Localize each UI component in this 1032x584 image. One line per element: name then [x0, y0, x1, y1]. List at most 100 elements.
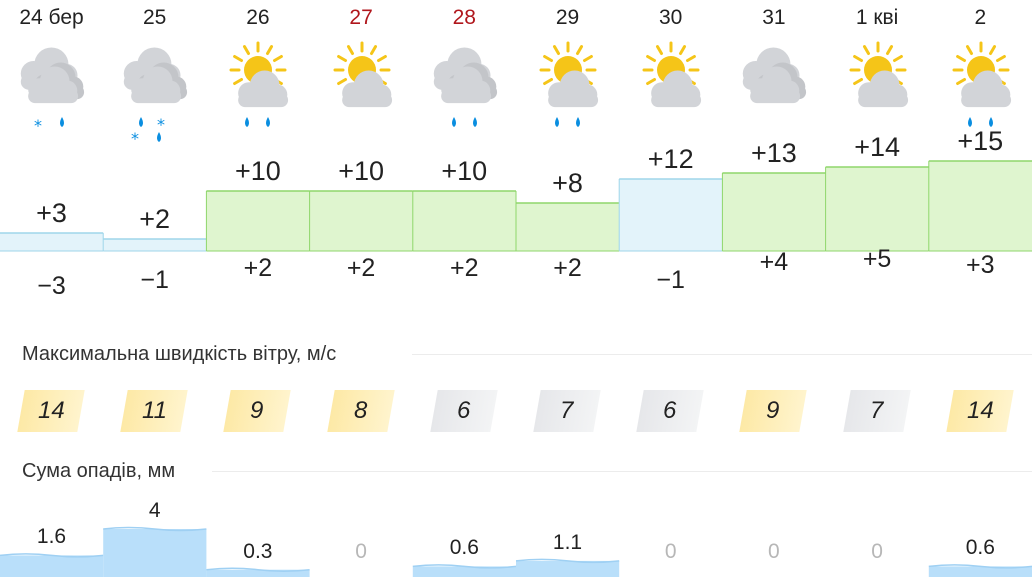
- temperature-min-label: +2: [553, 254, 582, 282]
- temperature-bar: [516, 203, 620, 251]
- temperature-min-label: +5: [862, 245, 892, 273]
- day-column: 29: [516, 0, 619, 579]
- wind-speed-value: 7: [869, 397, 884, 424]
- precipitation-bar: [206, 569, 310, 577]
- day-date: 2: [974, 6, 987, 29]
- day-column: 1 кві: [826, 0, 929, 579]
- precipitation-value: 0: [871, 540, 883, 563]
- wind-section-divider: [412, 354, 1032, 355]
- temperature-min-label: −3: [37, 272, 66, 300]
- svg-text:*: *: [131, 129, 139, 148]
- sun-cloud-rain-icon: [206, 40, 309, 150]
- precipitation-bar: [412, 566, 516, 577]
- temperature-max-label: +8: [552, 168, 583, 198]
- wind-speed-value: 9: [766, 397, 781, 424]
- temperature-max-label: +10: [441, 156, 488, 186]
- precipitation-wave: [0, 553, 104, 558]
- day-date: 26: [246, 6, 270, 29]
- precipitation-chart: [0, 526, 1032, 577]
- temperature-max-label: +14: [854, 132, 900, 162]
- precipitation-bar: [516, 560, 620, 577]
- day-column: 27: [310, 0, 413, 579]
- day-date: 28: [452, 6, 476, 29]
- temperature-max-label: +13: [750, 138, 797, 168]
- precipitation-value: 4: [148, 499, 161, 522]
- precipitation-wave: [103, 526, 207, 532]
- precipitation-wave: [515, 558, 620, 564]
- precip-section-divider: [212, 471, 1032, 472]
- precipitation-wave: [928, 564, 1032, 569]
- temperature-bar: [206, 191, 311, 251]
- wind-speed-badge: 6: [430, 390, 498, 432]
- wind-speed-value: 6: [457, 397, 471, 424]
- wind-speed-badge: 7: [533, 390, 601, 432]
- precipitation-wave: [206, 567, 310, 572]
- day-date: 25: [143, 6, 167, 29]
- temperature-bar: [103, 239, 207, 251]
- wind-speed-value: 14: [966, 397, 994, 424]
- temperature-min-label: +4: [759, 248, 789, 276]
- sun-cloud-icon: [826, 40, 929, 150]
- precipitation-bar: [0, 555, 104, 577]
- wind-speed-badge: 9: [223, 390, 292, 432]
- day-column: 31: [722, 0, 825, 579]
- wind-speed-badge: 11: [120, 390, 188, 432]
- cloud-rain-icon: [413, 40, 516, 150]
- sun-cloud-rain-icon: [516, 40, 619, 150]
- temperature-bar: [825, 167, 930, 251]
- temperature-min-label: −1: [140, 266, 169, 294]
- wind-speed-badge: 8: [326, 390, 395, 432]
- day-column: 24 бер *: [0, 0, 103, 579]
- day-date: 1 кві: [855, 6, 899, 29]
- day-column: 25 * *: [103, 0, 206, 579]
- precip-section-title: Сума опадів, мм: [22, 460, 176, 482]
- cloud-rain-snow-icon: *: [0, 40, 103, 150]
- precipitation-value: 1.6: [36, 525, 67, 549]
- precipitation-value: 0: [768, 540, 780, 563]
- temperature-max-label: +10: [234, 156, 281, 186]
- precipitation-value: 1.1: [552, 530, 583, 554]
- day-column: 26: [206, 0, 309, 579]
- wind-speed-value: 14: [37, 397, 65, 424]
- precipitation-value: 0.3: [243, 539, 273, 563]
- day-date: 30: [659, 6, 683, 29]
- sun-cloud-rain-icon: [929, 40, 1032, 150]
- temperature-max-label: +12: [647, 144, 694, 174]
- cloud-icon: [722, 40, 825, 150]
- temperature-bar: [309, 191, 414, 251]
- wind-section-title: Максимальна швидкість вітру, м/с: [22, 343, 337, 365]
- precipitation-value: 0.6: [449, 536, 479, 560]
- temperature-max-label: +2: [139, 204, 171, 234]
- wind-speed-value: 9: [250, 397, 265, 424]
- temperature-band: +3 −3 +2 −1 +10 +2 +10 +2 +10 +2 +8 +2 +12 −1 +13 +4 +14…: [0, 126, 1032, 310]
- day-date: 31: [762, 6, 786, 29]
- wind-speed-badge: 9: [739, 390, 808, 432]
- precipitation-value: 0.6: [965, 536, 995, 560]
- temperature-min-label: +3: [966, 251, 995, 279]
- wind-speed-badge: 14: [17, 390, 85, 432]
- temperature-max-label: +15: [957, 126, 1004, 156]
- wind-speed-badge: 14: [946, 390, 1014, 432]
- temperature-max-label: +3: [36, 198, 67, 228]
- wind-speed-badge: 6: [636, 390, 704, 432]
- precipitation-bar: [928, 566, 1032, 577]
- day-column: 2: [929, 0, 1032, 579]
- temperature-bar: [619, 179, 723, 251]
- wind-speed-value: 8: [353, 397, 368, 424]
- day-date: 24 бер: [19, 6, 84, 29]
- temperature-chart: [0, 160, 1032, 252]
- wind-speed-value: 7: [560, 397, 574, 424]
- precipitation-value: 0: [664, 540, 677, 563]
- precipitation-band: 1.6 4 0.3 0 0.6 1.1 0 0 0 0.6: [0, 480, 1032, 579]
- temperature-min-label: +2: [243, 254, 273, 282]
- precipitation-value: 0: [355, 540, 367, 563]
- temperature-bar: [0, 233, 104, 251]
- svg-text:*: *: [157, 115, 165, 134]
- temperature-bar: [412, 191, 517, 251]
- wind-speed-badge: 7: [842, 390, 911, 432]
- svg-text:*: *: [34, 116, 42, 135]
- cloud-rain-snow-icon: * *: [103, 40, 206, 150]
- temperature-bar: [928, 161, 1032, 251]
- day-date: 29: [555, 6, 580, 29]
- sun-cloud-icon: [310, 40, 413, 150]
